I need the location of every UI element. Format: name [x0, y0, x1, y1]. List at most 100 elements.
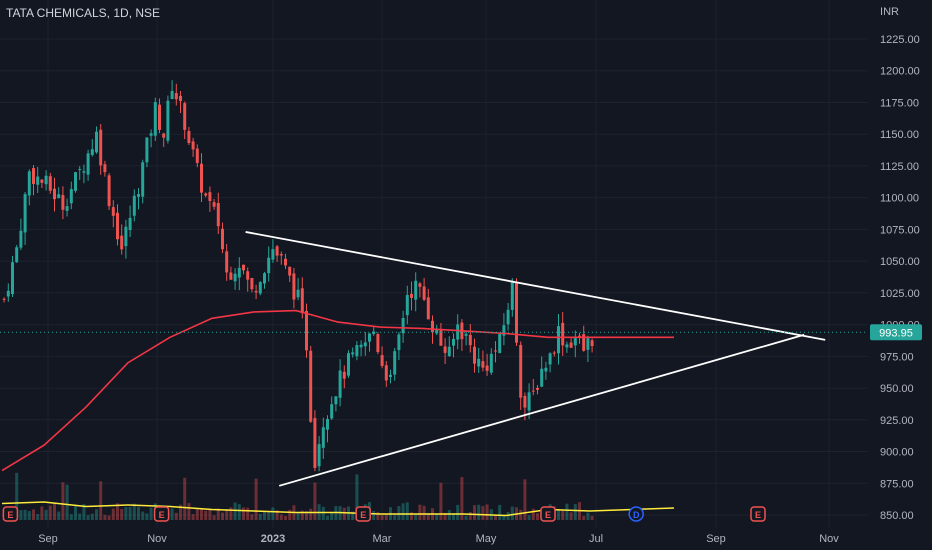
volume-bar — [447, 510, 451, 520]
candle-body — [573, 337, 577, 346]
volume-bar — [284, 515, 287, 520]
candle-body — [170, 90, 174, 99]
volume-bar — [191, 514, 195, 520]
price-axis[interactable]: 1225.00 1200.00 1175.00 1150.00 1125.00 1100.… — [868, 0, 932, 530]
horizontal-gridlines — [0, 38, 868, 516]
candle-body — [221, 228, 224, 250]
volume-bar — [124, 507, 128, 520]
time-tick-label: Nov — [819, 533, 839, 545]
candle-body — [107, 175, 111, 207]
candle-body — [552, 352, 556, 354]
volume-bar — [78, 513, 82, 520]
candle-body — [401, 318, 405, 334]
candle-body — [145, 137, 149, 163]
candle-body — [586, 338, 590, 350]
candle-body — [405, 294, 409, 316]
last-price-tag: 993.95 — [870, 324, 922, 341]
earnings-badge[interactable]: E — [153, 506, 170, 522]
volume-bar — [510, 506, 514, 520]
volume-bar — [523, 479, 527, 520]
candle-body — [208, 192, 212, 201]
candle-body — [258, 282, 262, 294]
candle-body — [426, 297, 430, 320]
earnings-badge[interactable]: E — [2, 506, 19, 522]
candle-body — [330, 404, 334, 419]
candle-body — [418, 283, 422, 287]
candle-body — [431, 320, 434, 333]
volume-average-line — [1, 501, 675, 517]
candle-body — [44, 175, 48, 185]
volume-bar — [401, 503, 405, 520]
volume-bar — [258, 513, 262, 520]
volume-bar — [342, 507, 346, 520]
volume-bar — [330, 512, 334, 520]
candle-body — [191, 141, 195, 150]
volume-bar — [410, 512, 413, 520]
candle-body — [531, 390, 535, 392]
candle-body — [485, 365, 489, 371]
volume-bar — [422, 505, 426, 520]
candle-body — [481, 361, 485, 368]
symbol-title[interactable]: TATA CHEMICALS, 1D, NSE — [6, 6, 161, 20]
earnings-badge[interactable]: E — [750, 506, 766, 522]
badge-shape — [628, 506, 644, 522]
volume-bar — [372, 510, 376, 520]
badge-label: E — [360, 510, 366, 520]
trendlines[interactable] — [245, 231, 826, 487]
candle-body — [233, 273, 237, 282]
candle-body — [439, 330, 443, 346]
time-axis[interactable]: Sep Nov 2023 Mar May Jul Sep Nov — [0, 528, 932, 550]
volume-bar — [384, 514, 388, 520]
volume-bar — [141, 511, 145, 520]
candle-body — [464, 333, 468, 336]
candle-body — [124, 226, 128, 247]
candle-body — [254, 291, 258, 293]
trendline[interactable] — [245, 231, 826, 341]
candle-body — [65, 206, 69, 211]
candle-body — [498, 334, 502, 354]
candles[interactable] — [2, 80, 594, 472]
candle-body — [128, 217, 132, 230]
dividend-badge[interactable]: D — [628, 506, 644, 522]
candle-body — [397, 334, 401, 351]
volume-bar — [271, 507, 275, 520]
candle-body — [216, 203, 220, 227]
volume-bar — [519, 509, 523, 520]
time-tick-label: Sep — [38, 533, 58, 545]
volume-bar — [460, 477, 464, 520]
candle-body — [338, 370, 342, 398]
volume-bar — [250, 514, 254, 520]
volume-bar — [90, 513, 94, 520]
candle-body — [376, 334, 380, 353]
candle-body — [321, 427, 325, 448]
trendline[interactable] — [278, 333, 805, 487]
candle-body — [334, 396, 338, 405]
candle-body — [82, 171, 86, 173]
volume-bar — [179, 504, 182, 520]
volume-bar — [405, 502, 409, 520]
candle-body — [69, 189, 73, 204]
candle-body — [368, 333, 371, 342]
candle-body — [527, 392, 531, 411]
earnings-badge[interactable]: E — [355, 506, 371, 522]
volume-bar — [53, 503, 56, 520]
price-tick-label: 850.00 — [880, 510, 914, 522]
candle-body — [422, 286, 426, 300]
candle-body — [23, 194, 27, 233]
time-tick-label: Jul — [589, 533, 603, 545]
earnings-badge[interactable]: E — [540, 506, 556, 522]
badge-label: E — [755, 510, 761, 520]
price-tick-label: 925.00 — [880, 415, 914, 427]
candle-body — [53, 188, 56, 200]
candle-body — [288, 266, 292, 276]
volume-bar — [300, 510, 304, 520]
volume-bar — [149, 507, 153, 520]
volume-bar — [586, 512, 590, 520]
volume-bar — [212, 515, 216, 520]
candle-body — [19, 230, 23, 248]
volume-bar — [414, 514, 418, 520]
volume-bar — [82, 504, 86, 520]
candle-body — [363, 342, 367, 347]
